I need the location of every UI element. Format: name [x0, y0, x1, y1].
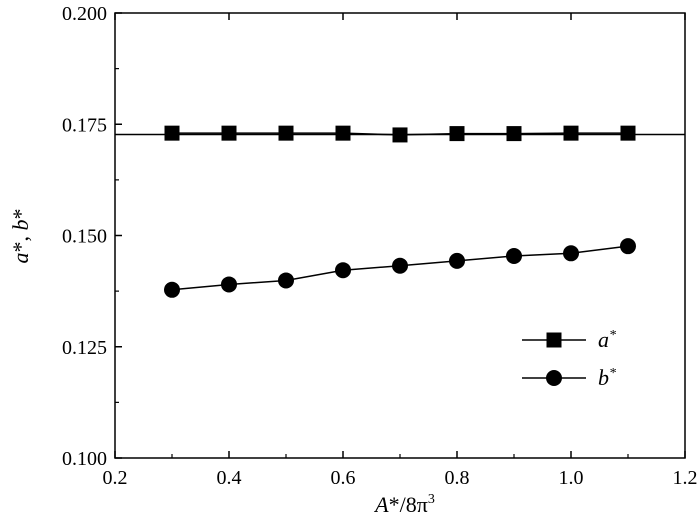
- x-tick-label: 0.2: [103, 467, 128, 489]
- data-point-circle: [221, 276, 237, 293]
- data-point-square: [449, 126, 465, 142]
- y-tick-label: 0.100: [62, 448, 107, 470]
- data-point-circle: [392, 257, 408, 274]
- data-point-circle: [278, 272, 294, 289]
- y-tick-label: 0.175: [62, 114, 107, 136]
- data-point-square: [164, 125, 180, 141]
- x-tick-label: 1.0: [559, 467, 584, 489]
- data-point-circle: [449, 252, 465, 269]
- x-tick-label: 0.8: [445, 467, 470, 489]
- x-axis-title: A*/8π3: [373, 492, 435, 517]
- data-point-square: [221, 125, 237, 141]
- legend-label: b*: [598, 365, 616, 390]
- y-tick-label: 0.150: [62, 226, 107, 248]
- legend-marker-circle: [546, 370, 562, 386]
- x-tick-label: 1.2: [673, 467, 698, 489]
- data-point-square: [278, 125, 294, 141]
- data-point-square: [335, 125, 351, 141]
- x-tick-label: 0.4: [217, 467, 242, 489]
- data-point-circle: [563, 245, 579, 262]
- legend-marker-square: [546, 332, 562, 348]
- data-layer: [115, 125, 685, 298]
- ticks-layer: 0.2 0.4 0.6 0.8 1.0 1.2 0.100 0.125 0.150 0.175 0.…: [62, 3, 698, 489]
- data-point-circle: [620, 238, 636, 255]
- legend: a* b*: [522, 327, 616, 390]
- data-point-square: [392, 127, 408, 143]
- data-point-square: [620, 125, 636, 141]
- legend-label: a*: [598, 327, 616, 352]
- x-tick-label: 0.6: [331, 467, 356, 489]
- y-tick-label: 0.125: [62, 337, 107, 359]
- data-point-circle: [506, 247, 522, 264]
- data-point-circle: [164, 281, 180, 298]
- plot-frame-layer: [114, 12, 686, 459]
- data-point-circle: [335, 262, 351, 279]
- data-point-square: [563, 125, 579, 141]
- y-axis-title: a*, b*: [8, 209, 33, 264]
- plot-frame: [114, 12, 686, 459]
- y-tick-label: 0.200: [62, 3, 107, 25]
- data-point-square: [506, 126, 522, 142]
